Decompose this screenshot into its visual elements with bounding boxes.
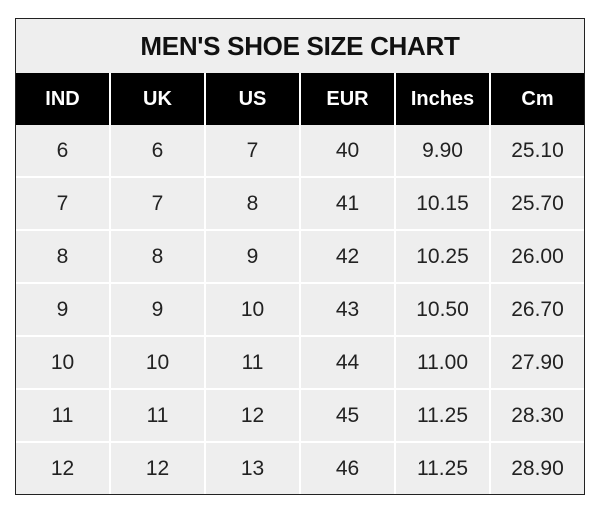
table-cell-ind: 7 [16, 178, 111, 231]
column-header-eur: EUR [301, 73, 396, 125]
table-cell-us: 8 [206, 178, 301, 231]
column-header-us: US [206, 73, 301, 125]
table-row: 12 12 13 46 11.25 28.90 [16, 443, 584, 494]
table-cell-cm: 27.90 [491, 337, 584, 390]
table-cell-inches: 10.25 [396, 231, 491, 284]
table-cell-cm: 28.90 [511, 456, 564, 480]
table-row: 6 6 7 40 9.90 25.10 [16, 125, 584, 178]
table-cell-inches: 9.90 [396, 125, 491, 178]
table-cell-uk: 7 [111, 178, 206, 231]
table-cell-ind: 9 [16, 284, 111, 337]
table-cell-uk: 10 [111, 337, 206, 390]
table-cell-us: 7 [206, 125, 301, 178]
table-cell-ind: 8 [16, 231, 111, 284]
column-header-uk: UK [111, 73, 206, 125]
column-header-inches: Inches [396, 73, 491, 125]
table-cell-us: 10 [206, 284, 301, 337]
table-cell-uk: 11 [111, 390, 206, 443]
table-cell-us: 11 [206, 337, 301, 390]
table-cell-uk: 12 [111, 443, 206, 494]
table-cell-inches: 11.00 [396, 337, 491, 390]
table-cell-eur: 44 [301, 337, 396, 390]
table-row: 9 9 10 43 10.50 26.70 [16, 284, 584, 337]
table-cell-eur: 45 [301, 390, 396, 443]
table-row: 8 8 9 42 10.25 26.00 [16, 231, 584, 284]
table-title: MEN'S SHOE SIZE CHART [140, 30, 460, 61]
table-cell-us: 13 [206, 443, 301, 494]
table-cell-eur: 46 [301, 443, 396, 494]
table-row: 11 11 12 45 11.25 28.30 [16, 390, 584, 443]
table-cell-eur: 42 [301, 231, 396, 284]
table-cell-cm: 25.70 [491, 178, 584, 231]
table-cell-inches: 11.25 [396, 390, 491, 443]
table-cell-us: 9 [206, 231, 301, 284]
table-row: 10 10 11 44 11.00 27.90 [16, 337, 584, 390]
size-chart-table: MEN'S SHOE SIZE CHART IND UK US EUR Inches Cm… [15, 18, 585, 495]
table-cell-cm: 26.70 [491, 284, 584, 337]
table-cell-ind: 6 [16, 125, 111, 178]
table-cell-cm: 28.30 [491, 390, 584, 443]
table-body: 6 6 7 40 9.90 25.10 7 7 8 41 10.15 25.70 8 8 9 42 10.25 2… [16, 125, 584, 494]
table-cell-inches: 10.50 [396, 284, 491, 337]
table-cell-uk: 9 [111, 284, 206, 337]
table-cell-inches: 10.15 [396, 178, 491, 231]
table-cell-cm: 25.10 [491, 125, 584, 178]
header-row: IND UK US EUR Inches Cm [16, 73, 584, 125]
table-cell-ind: 12 [16, 443, 111, 494]
table-cell-ind: 10 [16, 337, 111, 390]
table-cell-cm: 26.00 [491, 231, 584, 284]
table-cell-eur: 41 [301, 178, 396, 231]
table-row: 7 7 8 41 10.15 25.70 [16, 178, 584, 231]
table-cell-eur: 40 [301, 125, 396, 178]
table-cell-uk: 8 [111, 231, 206, 284]
table-cell-eur: 43 [301, 284, 396, 337]
table-cell-inches: 11.25 [396, 443, 491, 494]
table-cell-us: 12 [206, 390, 301, 443]
table-cell-uk: 6 [111, 125, 206, 178]
column-header-ind: IND [16, 73, 111, 125]
column-header-cm: Cm [491, 73, 584, 125]
table-cell-ind: 11 [16, 390, 111, 443]
